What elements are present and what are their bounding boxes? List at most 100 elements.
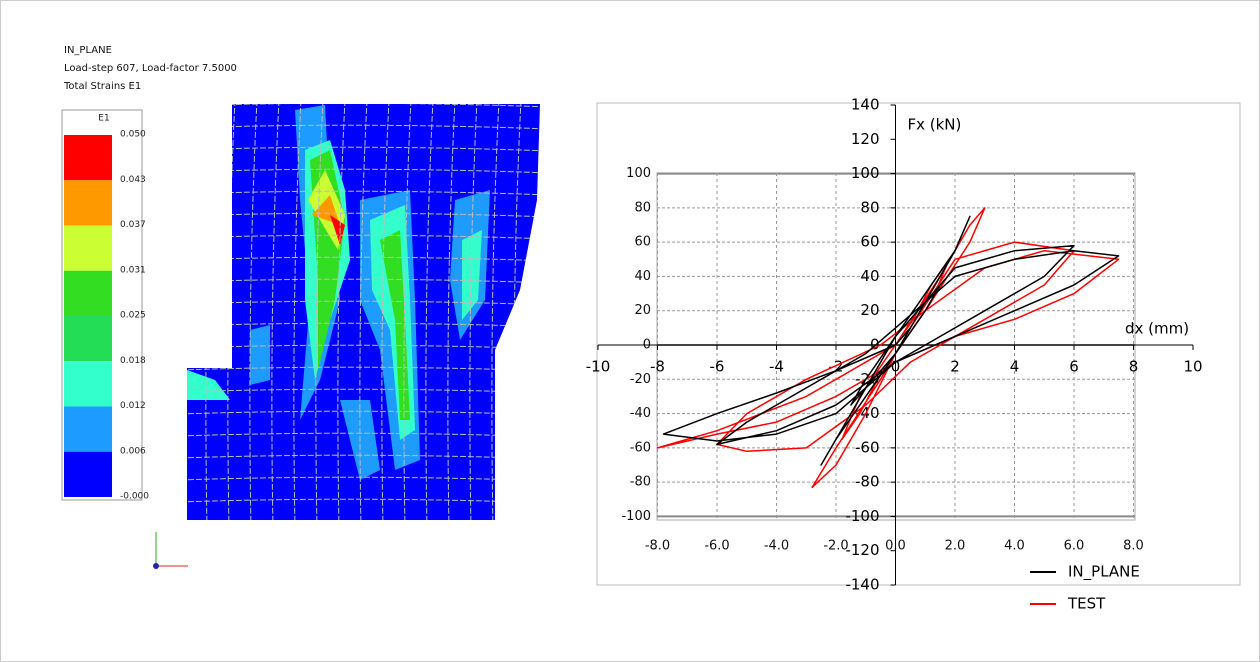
- inner-x-tick-label: 2.0: [945, 539, 966, 554]
- mesh-line: [469, 104, 478, 520]
- mesh-line: [359, 104, 368, 520]
- mesh-line: [337, 104, 346, 520]
- inner-y-tick-label: -80: [630, 475, 651, 490]
- mesh-line: [425, 104, 434, 520]
- inner-y-tick-label: 60: [634, 235, 651, 250]
- strain-patch: [330, 215, 345, 245]
- mesh-line: [205, 104, 214, 520]
- legend-swatch: [64, 316, 112, 362]
- mesh-line: [187, 476, 540, 482]
- y-tick-label: 60: [860, 233, 879, 251]
- strain-patch: [380, 230, 410, 420]
- legend-label: 0.050: [120, 130, 146, 140]
- contour-plot: [187, 104, 540, 520]
- y-tick-label: -60: [855, 438, 880, 456]
- legend-swatch: [64, 270, 112, 316]
- legend-label: TEST: [1067, 595, 1106, 613]
- legend-label: 0.037: [120, 220, 146, 230]
- contour-legend: E1 0.050 0.043 0.037 0.031 0.025 0.018 0.012 0.…: [61, 109, 149, 502]
- legend-label: 0.025: [120, 311, 146, 321]
- y-tick-label: -80: [855, 473, 880, 491]
- inner-x-tick-label: -8.0: [645, 539, 670, 554]
- x-tick-label: 10: [1183, 358, 1202, 376]
- y-tick-label: 140: [851, 96, 880, 114]
- x-tick-label: 6: [1069, 358, 1079, 376]
- legend-label: 0.006: [120, 446, 146, 456]
- x-tick-label: 4: [1010, 358, 1020, 376]
- x-tick-label: 8: [1129, 358, 1139, 376]
- inner-x-tick-label: 8.0: [1123, 539, 1144, 554]
- legend-label: -0.000: [120, 492, 149, 502]
- x-tick-label: -10: [586, 358, 611, 376]
- legend-label: 0.031: [120, 265, 146, 275]
- inner-y-tick-label: 40: [634, 269, 651, 284]
- inner-x-tick-label: -2.0: [823, 539, 848, 554]
- strain-patch: [187, 370, 230, 400]
- y-axis-label: Fx (kN): [908, 116, 962, 134]
- mesh-line: [187, 410, 540, 416]
- triad-z: [153, 563, 159, 569]
- header-result: Total Strains E1: [63, 81, 141, 92]
- x-tick-label: -2: [829, 358, 844, 376]
- x-axis-label: dx (mm): [1125, 320, 1189, 338]
- mesh-line: [271, 104, 280, 520]
- y-tick-label: -140: [845, 576, 879, 594]
- x-tick-label: 2: [950, 358, 960, 376]
- mesh-line: [403, 104, 412, 520]
- y-tick-label: 40: [860, 267, 879, 285]
- mesh-line: [187, 388, 540, 394]
- mesh-line: [293, 104, 302, 520]
- legend-swatch: [64, 361, 112, 407]
- mesh-line: [315, 104, 324, 520]
- mesh-line: [227, 104, 236, 520]
- inner-x-tick-label: 6.0: [1064, 539, 1085, 554]
- legend-swatch: [64, 451, 112, 497]
- inner-y-tick-label: -60: [630, 440, 651, 455]
- mesh-void: [187, 104, 232, 368]
- legend-label: 0.018: [120, 356, 146, 366]
- y-tick-label: 100: [851, 164, 880, 182]
- header-subtitle: Load-step 607, Load-factor 7.5000: [64, 63, 237, 74]
- x-tick-label: 0: [891, 358, 901, 376]
- mesh-line: [187, 366, 540, 372]
- x-tick-label: -4: [769, 358, 784, 376]
- legend-swatch: [64, 225, 112, 271]
- legend-swatch: [64, 180, 112, 226]
- mesh-line: [491, 104, 500, 520]
- inner-y-tick-label: -20: [630, 372, 651, 387]
- strain-patch: [250, 325, 270, 385]
- legend-label: IN_PLANE: [1068, 563, 1140, 582]
- legend-swatch: [64, 406, 112, 452]
- axis-triad: [153, 532, 188, 569]
- y-tick-label: 120: [851, 130, 880, 148]
- header-title: IN_PLANE: [64, 45, 112, 56]
- inner-y-tick-label: -40: [630, 406, 651, 421]
- mesh-line: [187, 498, 540, 504]
- mesh-line: [187, 432, 540, 438]
- y-tick-label: 80: [860, 198, 879, 216]
- inner-x-tick-label: -4.0: [764, 539, 789, 554]
- series-line: [662, 215, 1120, 466]
- inner-y-tick-label: 80: [634, 200, 651, 215]
- inner-y-tick-label: -100: [621, 509, 651, 524]
- y-tick-label: -100: [845, 507, 879, 525]
- y-tick-label: 0: [870, 336, 880, 354]
- legend-swatch: [64, 135, 112, 181]
- mesh-line: [447, 104, 456, 520]
- x-tick-label: -8: [650, 358, 665, 376]
- legend-label: 0.043: [120, 175, 146, 185]
- y-tick-label: 20: [860, 301, 879, 319]
- legend-label: 0.012: [120, 401, 146, 411]
- x-tick-label: -6: [710, 358, 725, 376]
- strain-patch: [462, 230, 482, 320]
- mesh-line: [249, 104, 258, 520]
- legend-title: E1: [98, 114, 109, 124]
- inner-y-tick-label: 100: [626, 166, 651, 181]
- inner-y-tick-label: 20: [634, 303, 651, 318]
- y-tick-label: -120: [845, 541, 879, 559]
- mesh-line: [187, 454, 540, 460]
- mesh-line: [381, 104, 390, 520]
- inner-x-tick-label: 4.0: [1004, 539, 1025, 554]
